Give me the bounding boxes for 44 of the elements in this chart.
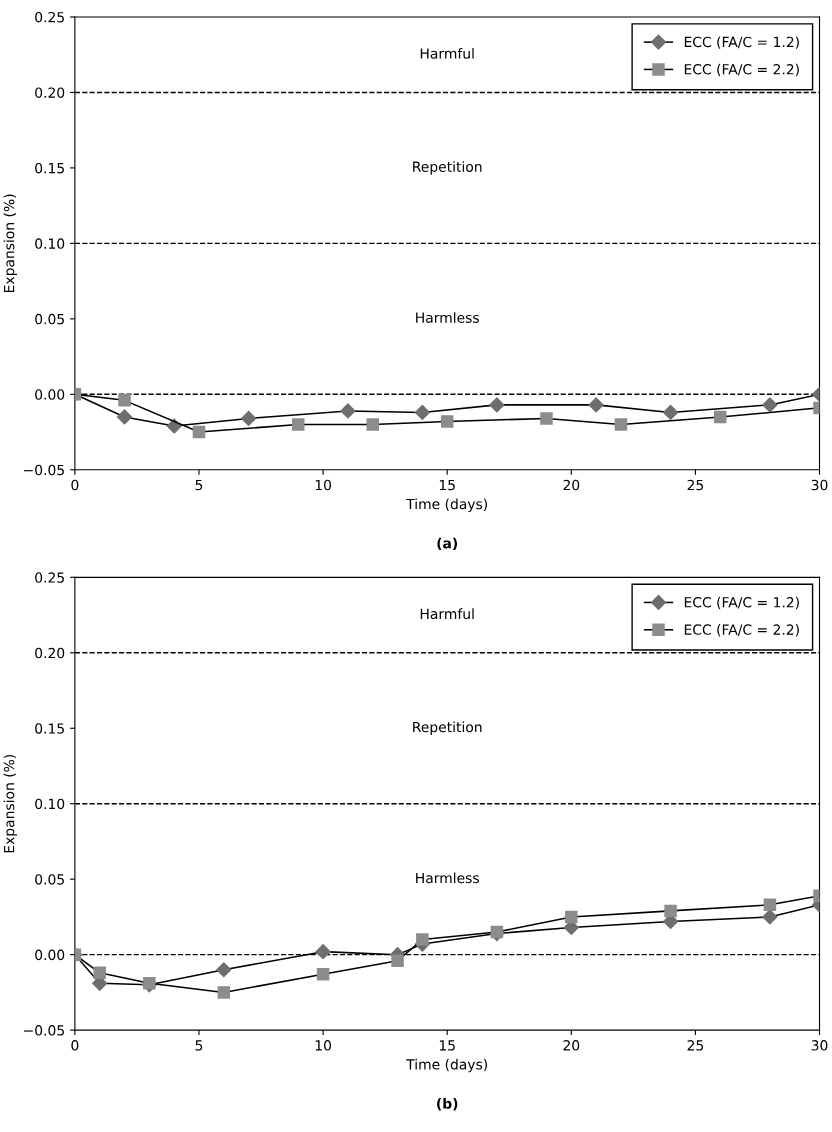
y-tick-label: 0.05 [35, 874, 64, 885]
x-tick-label: 20 [563, 1040, 580, 1051]
y-tick-label: 0.20 [35, 87, 65, 98]
annotation: Harmless [416, 872, 479, 884]
x-axis-title: Time (days) [406, 498, 488, 512]
x-tick-label: 25 [687, 479, 704, 491]
annotation: Harmful [420, 608, 474, 620]
y-tick-label: 0.25 [35, 11, 64, 23]
y-tick-label: 0.25 [35, 572, 64, 583]
y-tick-label: −0.05 [24, 1025, 64, 1036]
annotation: Harmful [420, 47, 474, 59]
x-tick-label: 5 [195, 1040, 203, 1051]
y-tick-label: 0.10 [35, 238, 65, 249]
y-tick-label: −0.05 [24, 464, 64, 476]
y-tick-label: 0.15 [35, 723, 64, 734]
x-tick-label: 25 [687, 1040, 704, 1051]
x-tick-label: 15 [439, 1040, 455, 1051]
y-tick-label: 0.15 [35, 162, 64, 174]
x-tick-label: 15 [439, 479, 455, 491]
x-tick-label: 30 [811, 479, 828, 491]
annotation: Harmless [416, 312, 479, 323]
x-tick-label: 20 [563, 479, 580, 491]
y-tick-label: 0.20 [35, 647, 65, 659]
y-tick-label: 0.05 [35, 313, 64, 325]
x-tick-label: 10 [315, 1040, 332, 1051]
x-tick-label: 0 [71, 479, 79, 491]
text: (b) [437, 1098, 458, 1111]
y-axis-title: Expansion (%) [3, 194, 18, 292]
legend-label: ECC (FA/C = 1.2) [684, 596, 799, 610]
y-tick-label: 0.10 [35, 798, 65, 810]
x-tick-label: 10 [315, 479, 332, 491]
x-tick-label: 0 [71, 1040, 79, 1051]
legend-label: ECC (FA/C = 2.2) [684, 63, 799, 77]
legend-label: ECC (FA/C = 1.2) [684, 36, 799, 49]
y-tick-label: 0.00 [35, 389, 65, 400]
x-tick-label: 30 [811, 1040, 828, 1051]
legend-label: ECC (FA/C = 2.2) [684, 624, 799, 637]
annotation: Repetition [413, 161, 482, 175]
y-tick-label: 0.00 [35, 949, 65, 961]
text: (a) [437, 537, 458, 551]
x-axis-title: Time (days) [406, 1058, 488, 1073]
x-tick-label: 5 [195, 479, 203, 491]
y-axis-title: Expansion (%) [3, 754, 18, 853]
annotation: Repetition [413, 721, 482, 735]
